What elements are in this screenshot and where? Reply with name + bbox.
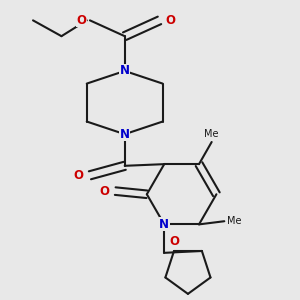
Text: O: O: [77, 14, 87, 27]
Text: N: N: [120, 64, 130, 77]
Text: N: N: [159, 218, 169, 231]
Text: O: O: [169, 235, 179, 248]
Text: Me: Me: [227, 216, 242, 226]
Text: Me: Me: [204, 129, 219, 139]
Text: N: N: [120, 128, 130, 141]
Text: O: O: [166, 14, 176, 27]
Text: O: O: [99, 184, 109, 198]
Text: O: O: [74, 169, 84, 182]
